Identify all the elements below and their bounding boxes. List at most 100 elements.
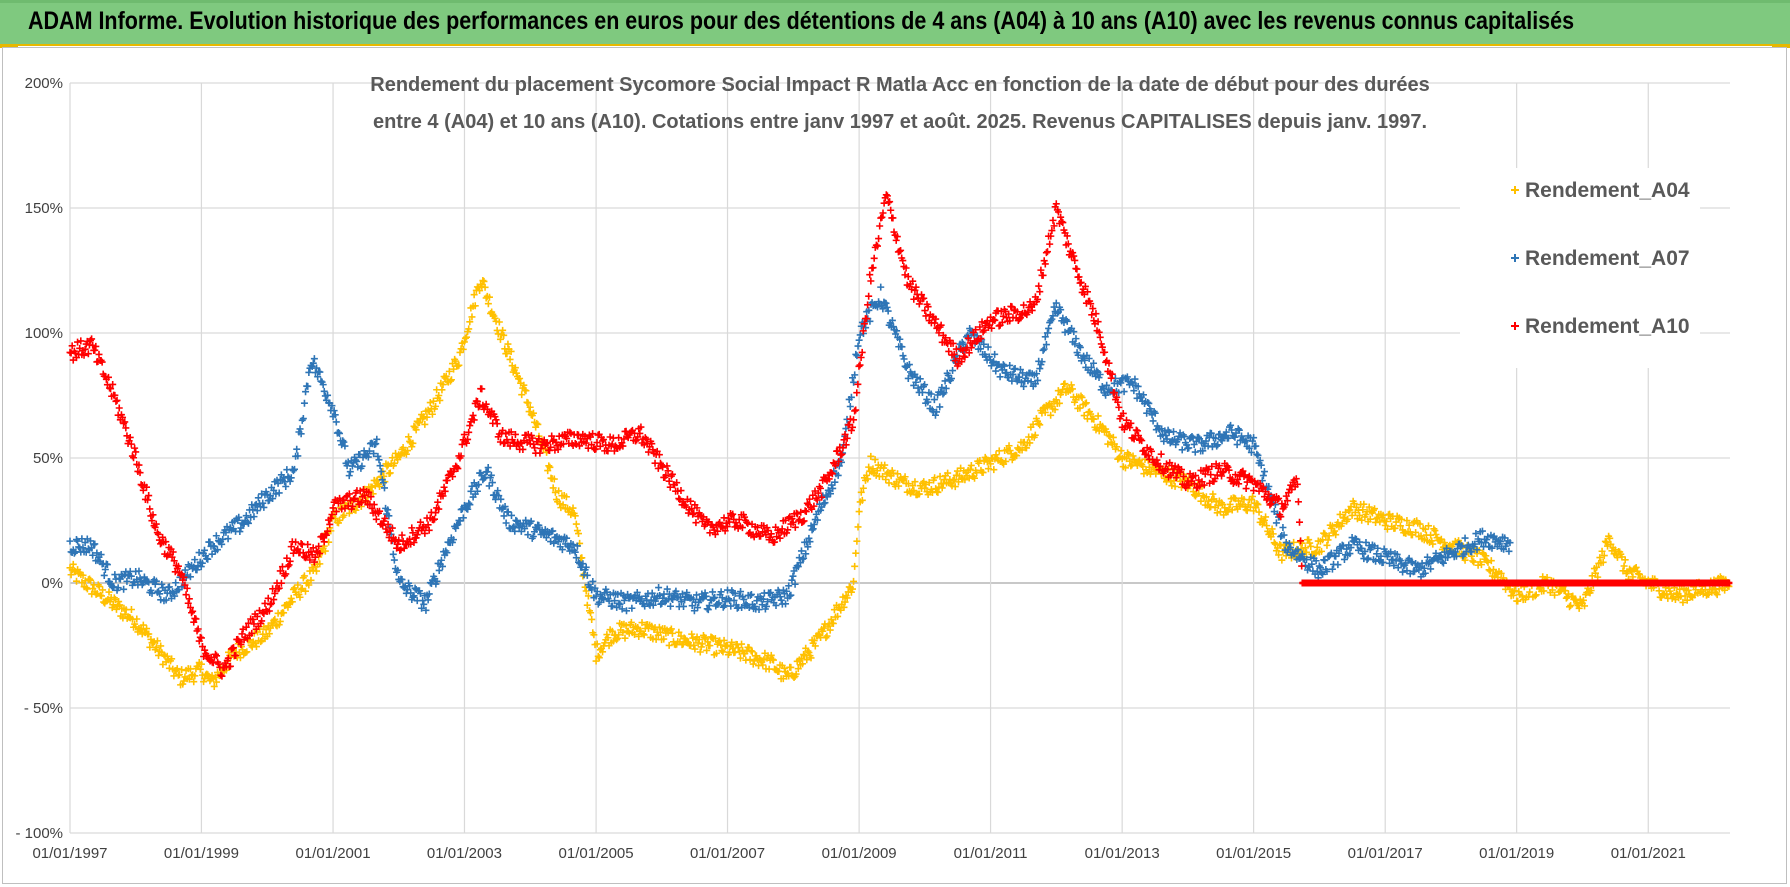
data-point [518, 391, 526, 399]
data-point [992, 367, 1000, 375]
data-point [1162, 431, 1170, 439]
data-point [608, 602, 616, 610]
data-point [175, 671, 183, 679]
data-point [1002, 457, 1010, 465]
data-point [1011, 365, 1019, 373]
data-point [905, 361, 913, 369]
data-point [1207, 503, 1215, 511]
data-point [510, 523, 518, 531]
data-point [550, 475, 558, 483]
data-point [649, 601, 657, 609]
data-point [1313, 567, 1321, 575]
data-point [800, 651, 808, 659]
data-point [1197, 497, 1205, 505]
data-point [1424, 522, 1432, 530]
data-point [1044, 401, 1052, 409]
data-point [1319, 570, 1327, 578]
data-point [422, 606, 430, 614]
data-point [865, 292, 873, 300]
data-point [640, 631, 648, 639]
data-point [896, 335, 904, 343]
data-point [1087, 410, 1095, 418]
data-point [1144, 398, 1152, 406]
data-point [1209, 490, 1217, 498]
data-point [1178, 446, 1186, 454]
data-point [1090, 359, 1098, 367]
data-point [1170, 428, 1178, 436]
data-point [294, 581, 302, 589]
data-point [1045, 324, 1053, 332]
data-point [987, 460, 995, 468]
data-point [931, 474, 939, 482]
data-point [507, 347, 515, 355]
data-point [480, 277, 488, 285]
data-point [660, 635, 668, 643]
data-point [904, 374, 912, 382]
data-point [69, 560, 77, 568]
data-point [103, 561, 111, 569]
data-point [1548, 586, 1556, 594]
series-Rendement_A04 [66, 277, 1733, 690]
data-point [352, 456, 360, 464]
y-tick-label: 150% [25, 200, 63, 217]
data-point [149, 639, 157, 647]
data-point [787, 663, 795, 671]
data-point [332, 418, 340, 426]
data-point [1673, 589, 1681, 597]
data-point [172, 579, 180, 587]
data-point [888, 316, 896, 324]
data-point [940, 389, 948, 397]
data-point [804, 647, 812, 655]
data-point [466, 422, 474, 430]
data-point [300, 399, 308, 407]
data-point [165, 664, 173, 672]
data-point [1270, 539, 1278, 547]
data-point [1202, 437, 1210, 445]
data-point [939, 390, 947, 398]
data-point [546, 463, 554, 471]
data-point [594, 652, 602, 660]
data-point [1286, 543, 1294, 551]
data-point [196, 665, 204, 673]
data-point [689, 634, 697, 642]
data-point [299, 415, 307, 423]
data-point [1180, 433, 1188, 441]
data-point [949, 476, 957, 484]
data-point [1268, 525, 1276, 533]
data-point [321, 547, 329, 555]
data-point [910, 295, 918, 303]
data-point [374, 452, 382, 460]
data-point [882, 299, 890, 307]
data-point [782, 600, 790, 608]
data-point [535, 521, 543, 529]
data-point [1036, 365, 1044, 373]
data-point [201, 675, 209, 683]
data-point [637, 595, 645, 603]
data-point [762, 602, 770, 610]
data-point [883, 303, 891, 311]
data-point [93, 549, 101, 557]
data-point [440, 483, 448, 491]
data-point [145, 630, 153, 638]
data-point [882, 475, 890, 483]
data-point [921, 484, 929, 492]
data-point [495, 318, 503, 326]
data-point [475, 481, 483, 489]
data-point [609, 637, 617, 645]
data-point [688, 630, 696, 638]
data-point [904, 480, 912, 488]
data-point [1279, 524, 1287, 532]
data-point [534, 420, 542, 428]
data-point [308, 362, 316, 370]
data-point [730, 596, 738, 604]
data-point [735, 648, 743, 656]
data-point [783, 587, 791, 595]
data-point [1213, 442, 1221, 450]
data-point [409, 439, 417, 447]
data-point [1031, 431, 1039, 439]
data-point [804, 543, 812, 551]
data-point [1009, 370, 1017, 378]
data-point [512, 369, 520, 377]
data-point [304, 382, 312, 390]
